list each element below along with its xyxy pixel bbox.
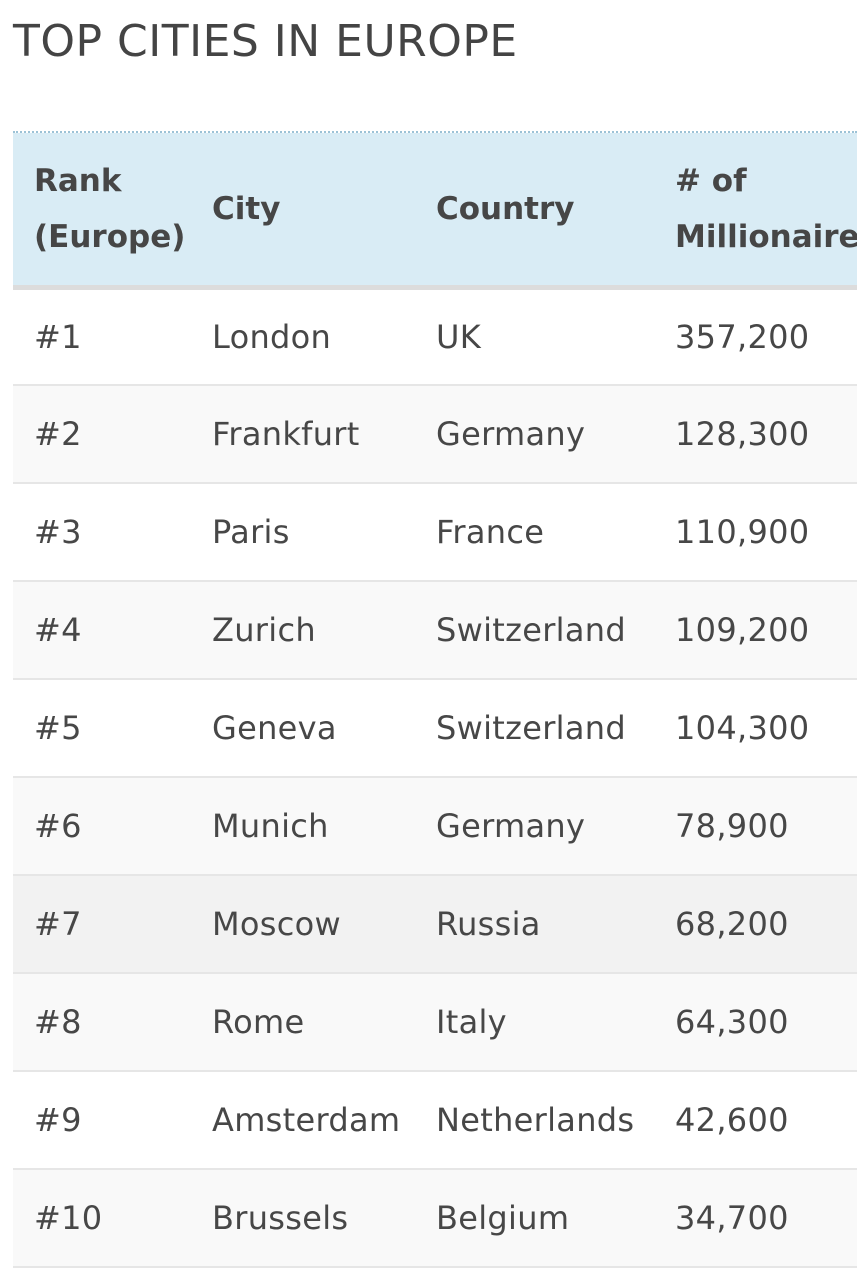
cell-city: Zurich: [191, 581, 415, 680]
cell-country: Belgium: [415, 1169, 654, 1268]
cell-country: Russia: [415, 875, 654, 974]
table-row: #8 Rome Italy 64,300: [13, 973, 857, 1072]
table-header: Rank (Europe) City Country # of Milliona…: [13, 133, 857, 290]
cell-rank: #8: [13, 973, 191, 1072]
cell-rank: #4: [13, 581, 191, 680]
table-row: #4 Zurich Switzerland 109,200: [13, 581, 857, 680]
cell-rank: #7: [13, 875, 191, 974]
cell-city: London: [191, 287, 415, 386]
page-title: TOP CITIES IN EUROPE: [13, 16, 518, 67]
cell-millionaires: 357,200: [654, 287, 857, 386]
cell-city: Frankfurt: [191, 385, 415, 484]
cell-city: Brussels: [191, 1169, 415, 1268]
cell-millionaires: 64,300: [654, 973, 857, 1072]
cell-country: UK: [415, 287, 654, 386]
cell-rank: #10: [13, 1169, 191, 1268]
table-top-border: [13, 131, 857, 133]
table-row: #2 Frankfurt Germany 128,300: [13, 385, 857, 484]
header-country[interactable]: Country: [415, 133, 654, 290]
cell-millionaires: 68,200: [654, 875, 857, 974]
cell-millionaires: 110,900: [654, 483, 857, 582]
cell-city: Paris: [191, 483, 415, 582]
header-millionaires-line2: Millionaires: [675, 218, 857, 255]
table-row: #6 Munich Germany 78,900: [13, 777, 857, 876]
table-row: #10 Brussels Belgium 34,700: [13, 1169, 857, 1268]
cell-rank: #9: [13, 1071, 191, 1170]
cell-rank: #6: [13, 777, 191, 876]
cell-city: Rome: [191, 973, 415, 1072]
cell-country: Germany: [415, 385, 654, 484]
cell-country: France: [415, 483, 654, 582]
header-millionaires[interactable]: # of Millionaires: [654, 133, 857, 290]
cell-rank: #2: [13, 385, 191, 484]
table-row: #7 Moscow Russia 68,200: [13, 875, 857, 974]
table-row: #5 Geneva Switzerland 104,300: [13, 679, 857, 778]
cell-millionaires: 34,700: [654, 1169, 857, 1268]
table-header-row: Rank (Europe) City Country # of Milliona…: [13, 133, 857, 290]
cell-millionaires: 78,900: [654, 777, 857, 876]
header-millionaires-line1: # of: [675, 162, 747, 199]
cell-rank: #5: [13, 679, 191, 778]
cell-millionaires: 109,200: [654, 581, 857, 680]
table-body: #1 London UK 357,200 #2 Frankfurt German…: [13, 287, 857, 1268]
header-rank-line1: Rank: [34, 162, 122, 199]
cell-country: Switzerland: [415, 679, 654, 778]
table-row: #1 London UK 357,200: [13, 287, 857, 386]
cell-city: Amsterdam: [191, 1071, 415, 1170]
cell-city: Munich: [191, 777, 415, 876]
cell-millionaires: 42,600: [654, 1071, 857, 1170]
cell-country: Netherlands: [415, 1071, 654, 1170]
cities-table-container: Rank (Europe) City Country # of Milliona…: [13, 131, 857, 1268]
cell-country: Switzerland: [415, 581, 654, 680]
header-rank-line2: (Europe): [34, 218, 186, 255]
table-row: #3 Paris France 110,900: [13, 483, 857, 582]
table-row: #9 Amsterdam Netherlands 42,600: [13, 1071, 857, 1170]
cell-country: Italy: [415, 973, 654, 1072]
cell-millionaires: 128,300: [654, 385, 857, 484]
cell-millionaires: 104,300: [654, 679, 857, 778]
header-city[interactable]: City: [191, 133, 415, 290]
cell-rank: #3: [13, 483, 191, 582]
header-rank[interactable]: Rank (Europe): [13, 133, 191, 290]
cell-country: Germany: [415, 777, 654, 876]
cities-table: Rank (Europe) City Country # of Milliona…: [13, 133, 857, 1268]
cell-city: Moscow: [191, 875, 415, 974]
cell-rank: #1: [13, 287, 191, 386]
cell-city: Geneva: [191, 679, 415, 778]
